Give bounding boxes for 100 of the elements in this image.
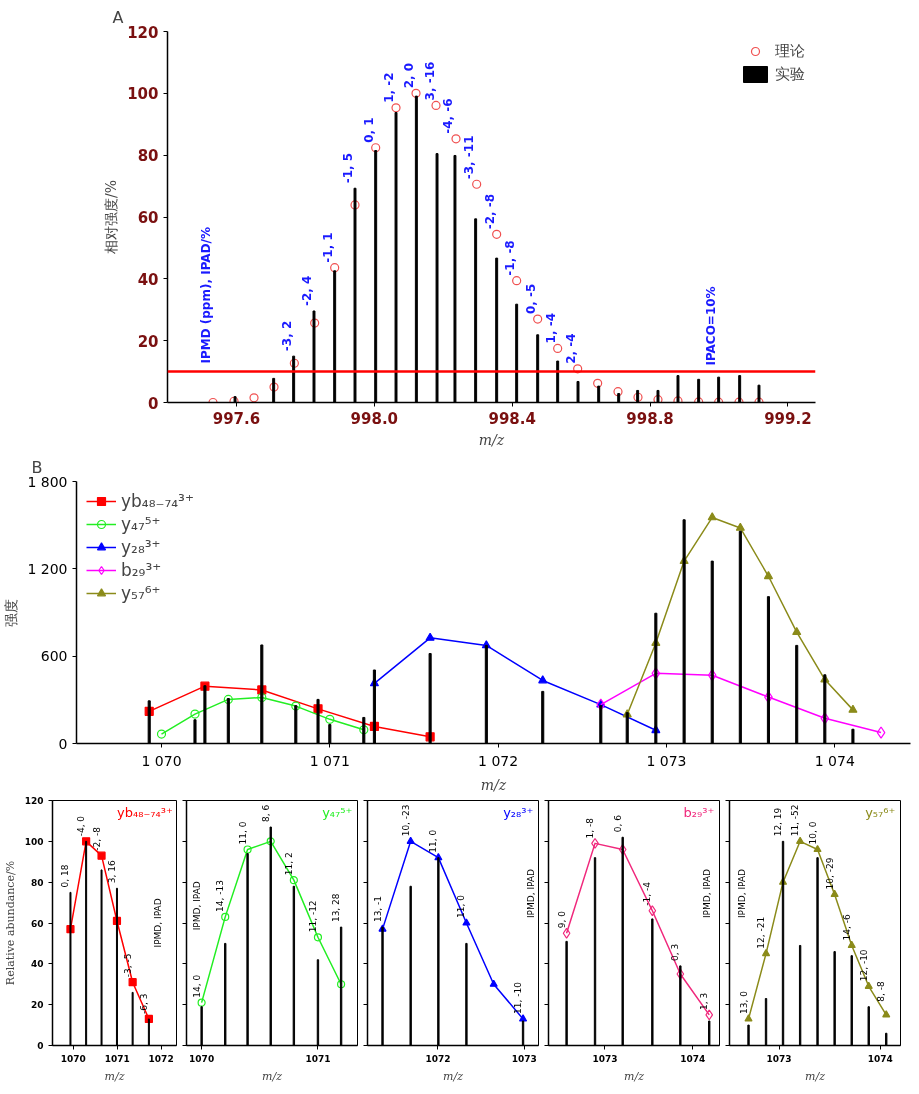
x-tick-label: 1072 bbox=[148, 1053, 174, 1064]
x-tick-label: 1 074 bbox=[814, 752, 855, 769]
chart-title: A bbox=[112, 7, 124, 27]
annotation: 13, 0 bbox=[738, 990, 749, 1014]
x-axis-title: m/z bbox=[262, 1069, 283, 1083]
annotation: 1, -2 bbox=[382, 72, 397, 103]
annotation: 11, -52 bbox=[790, 804, 801, 837]
annotation: IPMD (ppm), IPAD/% bbox=[198, 227, 213, 364]
annotation: 0, 6 bbox=[612, 814, 623, 833]
annotation: 14, -13 bbox=[215, 880, 226, 912]
annotation: -3, 2 bbox=[279, 320, 294, 352]
y-tick-label: 0 bbox=[58, 735, 68, 752]
annotation: 2, -4 bbox=[564, 333, 579, 364]
legend-label: yb₄₈₋₇₄³⁺ bbox=[121, 491, 194, 511]
x-tick-label: 1 073 bbox=[646, 752, 687, 769]
annotation: 13, 28 bbox=[331, 893, 342, 923]
y-tick-label: 80 bbox=[30, 877, 44, 888]
y-tick-label: 600 bbox=[40, 648, 68, 665]
x-tick-label: 1 072 bbox=[478, 752, 519, 769]
annotation: 3, -16 bbox=[423, 61, 438, 101]
annotation: 11, 0 bbox=[237, 821, 248, 845]
x-tick-label: 1073 bbox=[592, 1053, 618, 1064]
x-tick-label: 1071 bbox=[305, 1053, 331, 1064]
y-axis-title: Relative abundance/% bbox=[3, 860, 17, 986]
x-axis-title: m/z bbox=[104, 1069, 125, 1083]
annotation: -1, 1 bbox=[320, 232, 335, 263]
annotation: 8, -8 bbox=[876, 981, 887, 1002]
annotation: 10, -29 bbox=[824, 857, 835, 890]
text: y₄₇⁵⁺ bbox=[322, 804, 353, 820]
x-tick-label: 998.0 bbox=[350, 409, 399, 428]
annotation: -2, -8 bbox=[482, 193, 497, 230]
annotation: -1, -8 bbox=[502, 240, 517, 276]
annotation: IPMD, IPAD bbox=[736, 868, 747, 919]
y-tick-label: 80 bbox=[137, 147, 159, 166]
annotation: 10, -23 bbox=[400, 804, 411, 837]
x-axis-title: m/z bbox=[480, 776, 507, 793]
annotation: 0, 3 bbox=[670, 943, 681, 961]
x-axis-title: m/z bbox=[443, 1069, 464, 1083]
legend-label: y₅₇⁶⁺ bbox=[121, 583, 161, 603]
annotation: -1, 5 bbox=[341, 152, 356, 184]
annotation: 14, -6 bbox=[841, 914, 852, 941]
annotation: -4, -6 bbox=[440, 98, 455, 134]
annotation: 12, -10 bbox=[858, 949, 869, 982]
x-tick-label: 998.8 bbox=[626, 409, 674, 428]
annotation: -6, 3 bbox=[138, 993, 149, 1014]
annotation: 1, -8 bbox=[585, 817, 596, 839]
legend-label: y₄₇⁵⁺ bbox=[121, 514, 161, 534]
annotation: 3, 16 bbox=[106, 860, 117, 884]
text: yb₄₈₋₇₄³⁺ bbox=[117, 804, 173, 820]
annotation: -2, 4 bbox=[299, 275, 314, 306]
legend-label: b₂₉³⁺ bbox=[121, 560, 162, 580]
y-tick-label: 60 bbox=[30, 918, 44, 929]
x-tick-label: 999.2 bbox=[764, 409, 812, 428]
annotation: IPMD, IPAD bbox=[525, 868, 536, 919]
annotation: 9, 0 bbox=[556, 910, 567, 929]
annotation: 1, -4 bbox=[543, 312, 558, 344]
text: y₂₈³⁺ bbox=[503, 804, 534, 820]
x-tick-label: 1 070 bbox=[141, 752, 182, 769]
x-tick-label: 1071 bbox=[104, 1053, 130, 1064]
annotation: IPMD, IPAD bbox=[152, 898, 163, 948]
y-tick-label: 100 bbox=[127, 85, 159, 104]
x-tick-label: 1073 bbox=[511, 1053, 537, 1064]
annotation: 0, -5 bbox=[523, 283, 538, 315]
text: b₂₉³⁺ bbox=[683, 804, 715, 820]
y-tick-label: 120 bbox=[24, 796, 44, 806]
annotation: -3, -11 bbox=[461, 135, 476, 180]
y-tick-label: 0 bbox=[148, 394, 159, 413]
annotation: 2, 0 bbox=[402, 62, 417, 89]
legend-label: 理论 bbox=[775, 41, 805, 61]
y-tick-label: 20 bbox=[137, 332, 159, 351]
x-axis-title: m/z bbox=[478, 431, 505, 448]
annotation: 11, 0 bbox=[456, 894, 467, 918]
annotation: IPMD, IPAD bbox=[701, 868, 712, 919]
annotation: 14, 0 bbox=[191, 974, 202, 998]
annotation: 12, -21 bbox=[756, 916, 767, 949]
x-axis-title: m/z bbox=[805, 1069, 826, 1083]
annotation: -2, -8 bbox=[91, 826, 102, 851]
x-tick-label: 1070 bbox=[60, 1053, 86, 1064]
y-tick-label: 60 bbox=[137, 209, 159, 227]
x-tick-label: 1074 bbox=[680, 1053, 706, 1064]
y-tick-label: 100 bbox=[24, 836, 44, 847]
annotation: 11, 2 bbox=[283, 852, 294, 876]
x-tick-label: 1070 bbox=[189, 1053, 215, 1064]
y-tick-label: 1 200 bbox=[27, 560, 68, 577]
y-tick-label: 40 bbox=[137, 270, 159, 289]
x-tick-label: 1073 bbox=[766, 1053, 792, 1064]
y-tick-label: 0 bbox=[37, 1041, 44, 1051]
x-tick-label: 1 071 bbox=[309, 752, 350, 769]
annotation: -4, 0 bbox=[76, 815, 87, 837]
annotation: 11, -12 bbox=[307, 900, 318, 933]
annotation: -3, -5 bbox=[122, 953, 133, 978]
y-axis-title: 强度 bbox=[3, 598, 20, 627]
annotation: 10, 0 bbox=[807, 821, 818, 845]
x-tick-label: 998.4 bbox=[488, 409, 536, 428]
x-axis-title: m/z bbox=[624, 1069, 645, 1083]
legend-label: 实验 bbox=[775, 64, 805, 84]
annotation: IPMD, IPAD bbox=[191, 881, 202, 931]
annotation: 11, 0 bbox=[428, 829, 439, 853]
annotation: 1, 3 bbox=[699, 992, 710, 1010]
x-tick-label: 997.6 bbox=[212, 409, 261, 428]
